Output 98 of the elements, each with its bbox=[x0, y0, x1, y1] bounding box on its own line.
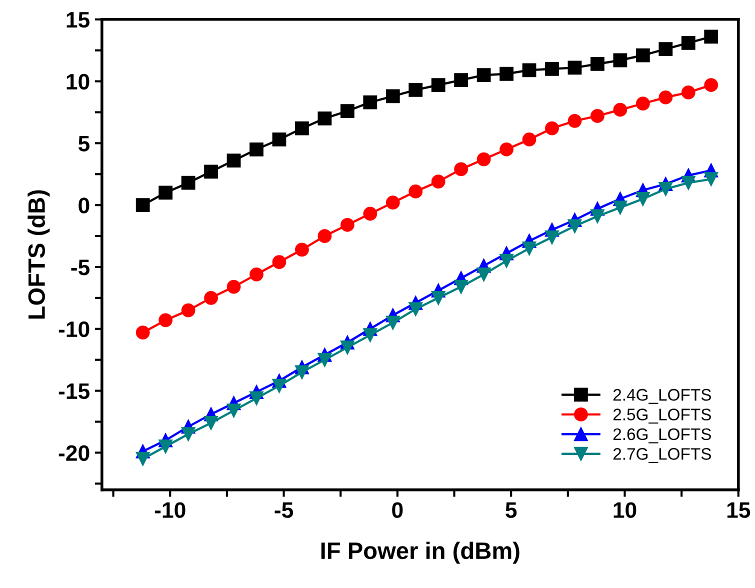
point bbox=[340, 104, 354, 118]
point bbox=[295, 121, 309, 136]
point bbox=[204, 290, 218, 305]
point bbox=[590, 57, 604, 71]
x-tick-label: 0 bbox=[392, 502, 403, 518]
point bbox=[568, 114, 582, 128]
y-tick-label: 15 bbox=[66, 12, 90, 28]
point bbox=[272, 255, 286, 269]
point bbox=[545, 62, 559, 76]
y-axis-title: LOFTS (dB) bbox=[28, 190, 50, 319]
point bbox=[386, 89, 400, 104]
point bbox=[636, 48, 650, 62]
point bbox=[158, 440, 173, 454]
point bbox=[613, 53, 628, 68]
point bbox=[226, 280, 241, 294]
point bbox=[250, 391, 264, 406]
point bbox=[454, 280, 468, 294]
point bbox=[226, 154, 241, 168]
point bbox=[545, 230, 559, 244]
point bbox=[704, 30, 718, 44]
y-tick-label: -15 bbox=[58, 384, 90, 400]
point bbox=[158, 186, 173, 200]
point bbox=[613, 200, 628, 215]
y-tick-label: -10 bbox=[58, 321, 90, 338]
point bbox=[681, 36, 696, 50]
legend-label: 2.6G_LOFTS bbox=[613, 428, 711, 444]
y-tick-label: -5 bbox=[71, 260, 90, 276]
point bbox=[340, 218, 354, 232]
point bbox=[363, 328, 378, 342]
point bbox=[158, 313, 173, 328]
point bbox=[500, 254, 514, 268]
point bbox=[431, 78, 446, 92]
point bbox=[431, 290, 446, 305]
point bbox=[181, 303, 196, 318]
point bbox=[500, 142, 514, 156]
x-tick-label: -10 bbox=[154, 502, 186, 518]
point bbox=[340, 340, 354, 354]
y-tick-label: 5 bbox=[78, 136, 90, 152]
x-axis-title: IF Power in (dBm) bbox=[321, 542, 520, 564]
point bbox=[272, 378, 286, 393]
legend-label: 2.4G_LOFTS bbox=[613, 388, 711, 404]
point bbox=[590, 209, 604, 224]
point bbox=[590, 109, 604, 123]
y-tick-label: 0 bbox=[78, 198, 90, 214]
x-tick-label: 15 bbox=[727, 502, 750, 518]
point bbox=[636, 96, 650, 111]
point bbox=[704, 78, 718, 92]
point bbox=[181, 427, 196, 442]
point bbox=[181, 176, 196, 190]
point bbox=[658, 42, 673, 56]
point bbox=[658, 182, 673, 196]
point bbox=[658, 90, 673, 104]
point bbox=[568, 60, 582, 75]
point bbox=[136, 198, 150, 212]
point bbox=[363, 206, 378, 221]
point bbox=[476, 152, 491, 166]
point bbox=[272, 132, 286, 146]
x-tick-label: 10 bbox=[614, 502, 636, 518]
legend-label: 2.5G_LOFTS bbox=[613, 408, 711, 424]
point bbox=[204, 164, 218, 179]
point bbox=[704, 172, 718, 186]
x-tick-label: -5 bbox=[274, 502, 294, 518]
point bbox=[522, 63, 536, 78]
point bbox=[408, 83, 423, 97]
point bbox=[545, 121, 559, 136]
point bbox=[226, 404, 241, 418]
point bbox=[613, 102, 628, 117]
x-tick-label: 5 bbox=[506, 502, 517, 518]
point bbox=[476, 68, 491, 82]
point bbox=[386, 316, 400, 330]
point bbox=[500, 66, 514, 81]
point bbox=[522, 132, 536, 146]
y-tick-label: 10 bbox=[66, 74, 90, 90]
point bbox=[476, 267, 491, 282]
point bbox=[295, 242, 309, 257]
point bbox=[295, 365, 309, 380]
point bbox=[136, 452, 150, 466]
point bbox=[363, 95, 378, 110]
point bbox=[681, 176, 696, 190]
point bbox=[522, 241, 536, 256]
point bbox=[136, 326, 150, 340]
point bbox=[318, 111, 332, 126]
point bbox=[204, 416, 218, 430]
point bbox=[454, 162, 468, 176]
point bbox=[250, 267, 264, 282]
point bbox=[318, 229, 332, 243]
point bbox=[431, 174, 446, 189]
point bbox=[636, 192, 650, 206]
point bbox=[568, 219, 582, 234]
point bbox=[318, 352, 332, 367]
point bbox=[250, 142, 264, 156]
point bbox=[386, 196, 400, 210]
point bbox=[408, 302, 423, 316]
point bbox=[454, 73, 468, 88]
y-tick-label: -20 bbox=[58, 445, 90, 461]
legend-label: 2.7G_LOFTS bbox=[613, 448, 711, 463]
point bbox=[408, 184, 423, 198]
point bbox=[681, 85, 696, 100]
